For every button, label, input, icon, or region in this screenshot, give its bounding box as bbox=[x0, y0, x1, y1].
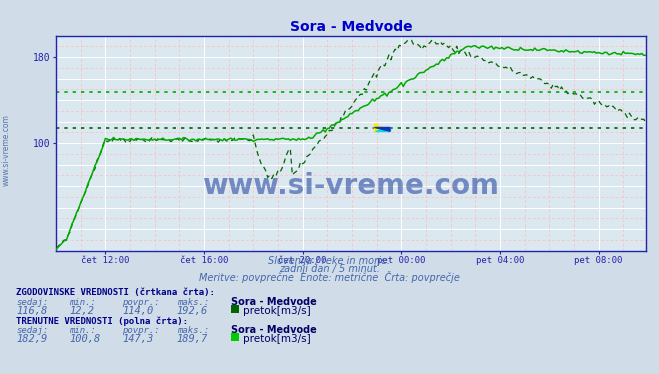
Title: Sora - Medvode: Sora - Medvode bbox=[289, 20, 413, 34]
Text: Slovenija / reke in morje.: Slovenija / reke in morje. bbox=[268, 256, 391, 266]
Polygon shape bbox=[374, 128, 390, 131]
Text: maks.:: maks.: bbox=[177, 326, 209, 335]
Text: 116,8: 116,8 bbox=[16, 306, 47, 316]
Text: www.si-vreme.com: www.si-vreme.com bbox=[202, 172, 500, 200]
Text: 189,7: 189,7 bbox=[177, 334, 208, 344]
Text: 192,6: 192,6 bbox=[177, 306, 208, 316]
Text: pretok[m3/s]: pretok[m3/s] bbox=[243, 306, 310, 316]
Text: 100,8: 100,8 bbox=[69, 334, 100, 344]
Text: Sora - Medvode: Sora - Medvode bbox=[231, 297, 316, 307]
Text: 182,9: 182,9 bbox=[16, 334, 47, 344]
Text: sedaj:: sedaj: bbox=[16, 298, 49, 307]
Text: ZGODOVINSKE VREDNOSTI (črtkana črta):: ZGODOVINSKE VREDNOSTI (črtkana črta): bbox=[16, 288, 215, 297]
Text: www.si-vreme.com: www.si-vreme.com bbox=[2, 114, 11, 186]
Text: maks.:: maks.: bbox=[177, 298, 209, 307]
Text: 114,0: 114,0 bbox=[122, 306, 153, 316]
Polygon shape bbox=[374, 124, 390, 131]
Text: povpr.:: povpr.: bbox=[122, 298, 159, 307]
Text: TRENUTNE VREDNOSTI (polna črta):: TRENUTNE VREDNOSTI (polna črta): bbox=[16, 316, 188, 325]
Text: min.:: min.: bbox=[69, 298, 96, 307]
Polygon shape bbox=[374, 128, 390, 131]
Text: 147,3: 147,3 bbox=[122, 334, 153, 344]
Text: min.:: min.: bbox=[69, 326, 96, 335]
Text: Meritve: povprečne  Enote: metrične  Črta: povprečje: Meritve: povprečne Enote: metrične Črta:… bbox=[199, 271, 460, 283]
Text: sedaj:: sedaj: bbox=[16, 326, 49, 335]
Text: pretok[m3/s]: pretok[m3/s] bbox=[243, 334, 310, 344]
Text: povpr.:: povpr.: bbox=[122, 326, 159, 335]
Text: 12,2: 12,2 bbox=[69, 306, 94, 316]
Text: Sora - Medvode: Sora - Medvode bbox=[231, 325, 316, 335]
Text: zadnji dan / 5 minut.: zadnji dan / 5 minut. bbox=[279, 264, 380, 274]
